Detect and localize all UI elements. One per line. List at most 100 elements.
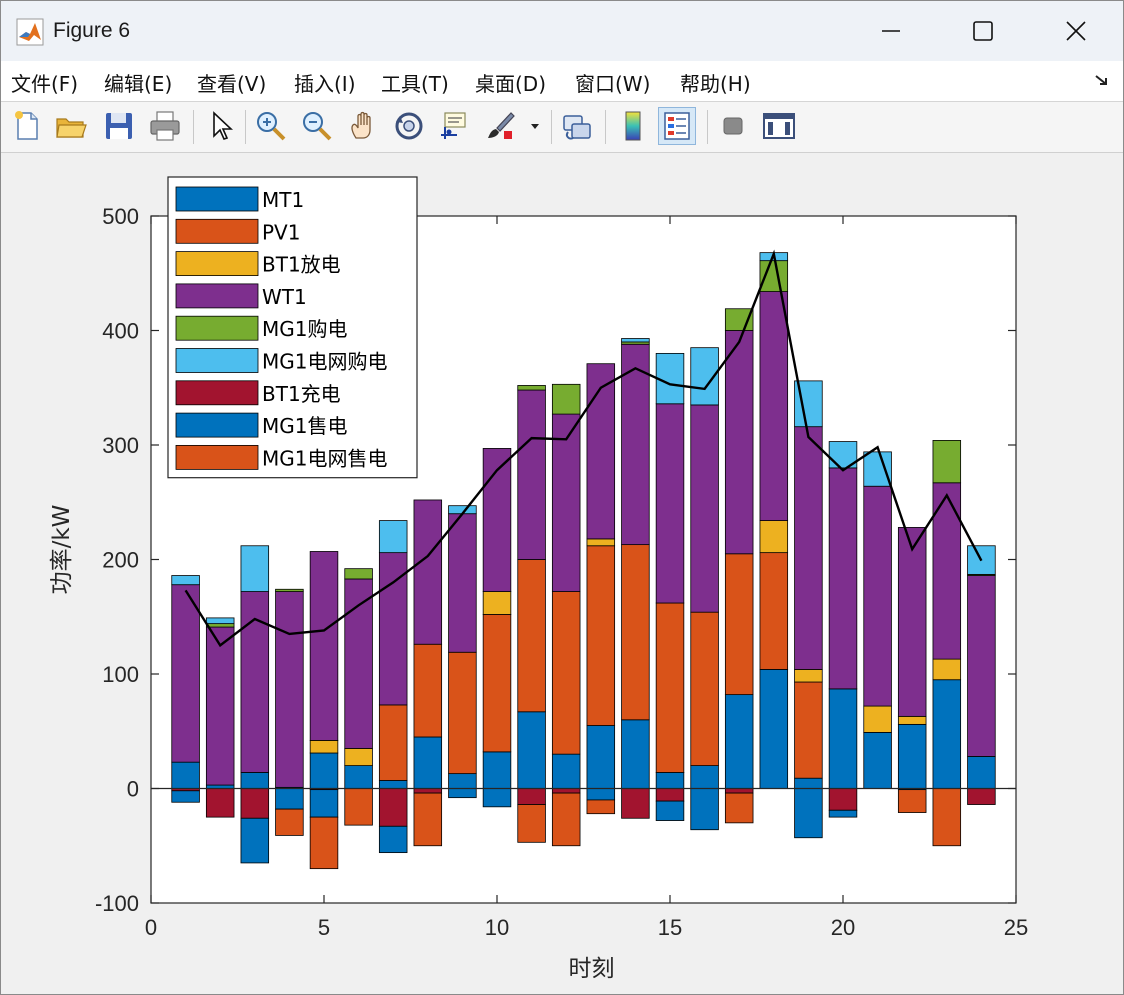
- bar-segment[interactable]: [551, 383, 581, 415]
- bar-segment[interactable]: [171, 790, 200, 803]
- bar-segment[interactable]: [378, 520, 408, 554]
- open-file-icon[interactable]: [53, 108, 89, 144]
- bar-segment[interactable]: [690, 765, 719, 789]
- bar-segment[interactable]: [863, 731, 892, 789]
- bar-segment[interactable]: [275, 591, 304, 788]
- bar-segment[interactable]: [517, 559, 546, 713]
- data-cursor-icon[interactable]: [437, 108, 473, 144]
- bar-segment[interactable]: [586, 538, 616, 547]
- bar-segment[interactable]: [413, 499, 443, 645]
- bar-segment[interactable]: [413, 643, 443, 738]
- bar-segment[interactable]: [655, 800, 685, 821]
- bar-segment[interactable]: [724, 792, 754, 824]
- bar-segment[interactable]: [655, 788, 685, 802]
- bar-segment[interactable]: [171, 584, 200, 763]
- bar-segment[interactable]: [828, 467, 858, 690]
- bar-segment[interactable]: [171, 761, 200, 789]
- bar-segment[interactable]: [863, 705, 892, 733]
- bar-segment[interactable]: [863, 451, 892, 487]
- bar-segment[interactable]: [655, 772, 685, 789]
- load-line[interactable]: [184, 249, 983, 648]
- bar-segment[interactable]: [724, 553, 754, 696]
- bar-segment[interactable]: [690, 611, 719, 767]
- bar-segment[interactable]: [655, 602, 685, 773]
- new-figure-icon[interactable]: [9, 108, 45, 144]
- bar-segment[interactable]: [655, 352, 685, 405]
- bar-segment[interactable]: [517, 788, 546, 805]
- rotate-3d-icon[interactable]: [391, 108, 427, 144]
- bar-segment[interactable]: [621, 343, 650, 546]
- bar-segment[interactable]: [344, 788, 373, 826]
- select-arrow-icon[interactable]: [203, 108, 239, 144]
- bar-segment[interactable]: [724, 788, 754, 794]
- brush-icon[interactable]: [483, 108, 519, 144]
- menu-desktop[interactable]: 桌面(D): [475, 72, 547, 96]
- bar-segment[interactable]: [482, 448, 512, 592]
- bar-segment[interactable]: [413, 788, 443, 794]
- bar-segment[interactable]: [724, 330, 754, 555]
- menu-file[interactable]: 文件(F): [11, 72, 79, 96]
- bar-segment[interactable]: [690, 788, 719, 831]
- maximize-button[interactable]: [961, 9, 1005, 53]
- bar-segment[interactable]: [344, 748, 373, 766]
- bar-segment[interactable]: [897, 715, 927, 725]
- bar-segment[interactable]: [205, 626, 235, 786]
- show-plot-tools-icon[interactable]: [761, 108, 797, 144]
- bar-segment[interactable]: [863, 485, 892, 707]
- bar-segment[interactable]: [275, 788, 304, 810]
- bar-segment[interactable]: [586, 799, 616, 815]
- bar-segment[interactable]: [378, 788, 408, 827]
- bar-segment[interactable]: [897, 723, 927, 789]
- bar-segment[interactable]: [517, 385, 546, 391]
- menu-help[interactable]: 帮助(H): [680, 72, 751, 96]
- bar-segment[interactable]: [448, 773, 477, 789]
- bar-segment[interactable]: [517, 389, 546, 560]
- bar-segment[interactable]: [897, 789, 927, 813]
- bar-segment[interactable]: [586, 545, 616, 726]
- bar-segment[interactable]: [655, 403, 685, 604]
- bar-segment[interactable]: [378, 780, 408, 789]
- bar-segment[interactable]: [482, 591, 512, 615]
- menu-view[interactable]: 查看(V): [197, 72, 267, 96]
- bar-segment[interactable]: [275, 808, 304, 836]
- bar-segment[interactable]: [794, 777, 823, 789]
- bar-segment[interactable]: [551, 788, 581, 794]
- bar-segment[interactable]: [828, 688, 858, 789]
- bar-segment[interactable]: [551, 413, 581, 592]
- bar-segment[interactable]: [344, 578, 373, 749]
- bar-segment[interactable]: [378, 552, 408, 706]
- bar-segment[interactable]: [240, 772, 270, 789]
- bar-segment[interactable]: [828, 788, 858, 811]
- bar-segment[interactable]: [967, 575, 996, 757]
- bar-segment[interactable]: [621, 719, 650, 789]
- bar-segment[interactable]: [794, 681, 823, 779]
- bar-segment[interactable]: [759, 291, 789, 521]
- bar-segment[interactable]: [794, 788, 823, 839]
- bar-segment[interactable]: [309, 789, 339, 818]
- hide-plot-tools-icon[interactable]: [715, 108, 751, 144]
- bar-segment[interactable]: [794, 669, 823, 683]
- minimize-button[interactable]: [869, 9, 913, 53]
- bar-segment[interactable]: [413, 792, 443, 847]
- bar-segment[interactable]: [448, 788, 477, 799]
- bar-segment[interactable]: [448, 513, 477, 653]
- brush-dropdown-icon[interactable]: [525, 108, 545, 144]
- bar-segment[interactable]: [586, 363, 616, 540]
- bar-segment[interactable]: [759, 520, 789, 554]
- bar-segment[interactable]: [171, 575, 200, 586]
- bar-segment[interactable]: [551, 792, 581, 847]
- bar-segment[interactable]: [967, 788, 996, 805]
- bar-segment[interactable]: [482, 788, 512, 808]
- bar-segment[interactable]: [344, 568, 373, 580]
- colorbar-icon[interactable]: [615, 108, 651, 144]
- zoom-out-icon[interactable]: [299, 108, 335, 144]
- bar-segment[interactable]: [309, 752, 339, 789]
- bar-segment[interactable]: [794, 426, 823, 670]
- bar-segment[interactable]: [897, 527, 927, 717]
- bar-segment[interactable]: [517, 711, 546, 789]
- bar-segment[interactable]: [932, 440, 962, 484]
- bar-segment[interactable]: [586, 788, 616, 801]
- bar-segment[interactable]: [413, 736, 443, 789]
- bar-segment[interactable]: [932, 788, 962, 847]
